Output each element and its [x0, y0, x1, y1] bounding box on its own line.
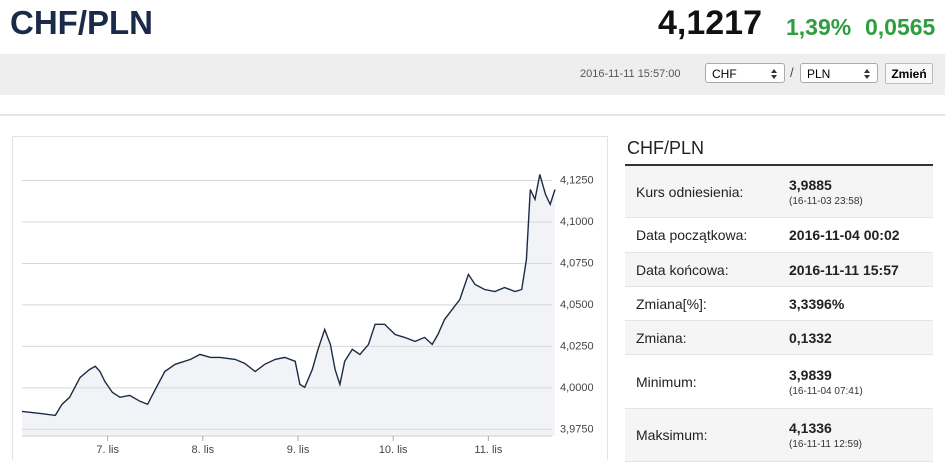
stat-date: (16-11-03 23:58) [789, 195, 863, 207]
pair-title: CHF/PLN [10, 4, 153, 41]
stat-label: Kurs odniesienia: [636, 183, 744, 200]
x-tick-label: 8. lis [192, 444, 215, 456]
stats-row: Zmiana[%]: 3,3396% [625, 287, 933, 321]
x-tick-label: 11. lis [474, 444, 502, 456]
change-pct: 1,39% [786, 14, 852, 40]
stats-table: Kurs odniesienia: 3,9885 (16-11-03 23:58) D… [625, 166, 933, 462]
x-tick-label: 9. lis [287, 444, 310, 456]
y-tick-label: 4,1250 [560, 174, 594, 186]
area-fill [22, 174, 555, 436]
to-select[interactable]: PLN [800, 63, 878, 83]
stats-row: Data początkowa: 2016-11-04 00:02 [625, 218, 933, 253]
stat-label: Zmiana[%]: [636, 295, 707, 312]
from-select[interactable]: CHF [705, 63, 785, 83]
chart-box [12, 136, 608, 460]
stat-label: Data początkowa: [636, 227, 748, 243]
stats-row: Data końcowa: 2016-11-11 15:57 [625, 253, 933, 287]
stat-value: 3,3396% [789, 295, 845, 312]
stat-label: Minimum: [636, 373, 697, 390]
stats-row: Kurs odniesienia: 3,9885 (16-11-03 23:58) [625, 166, 933, 218]
stats-row: Maksimum: 4,1336 (16-11-11 12:59) [625, 409, 933, 462]
stat-label: Maksimum: [636, 427, 708, 443]
y-tick-label: 4,0250 [560, 340, 594, 352]
change-button[interactable]: Zmień [885, 63, 933, 84]
stat-value: 3,9885 [789, 176, 832, 193]
x-tick-label: 10. lis [379, 444, 408, 456]
x-tick-label: 7. lis [96, 444, 119, 456]
y-tick-label: 4,0750 [560, 257, 594, 269]
stat-date: (16-11-04 07:41) [789, 385, 863, 397]
y-tick-label: 4,0500 [560, 299, 594, 311]
stat-date: (16-11-11 12:59) [789, 439, 863, 450]
price: 4,1217 [658, 4, 762, 42]
separator: / [790, 65, 794, 80]
stat-label: Zmiana: [636, 329, 687, 346]
timestamp: 2016-11-11 15:57:00 [580, 68, 681, 80]
table-rule [625, 164, 933, 166]
y-tick-label: 4,1000 [560, 216, 594, 228]
stat-value: 0,1332 [789, 329, 832, 346]
price-line [21, 174, 556, 417]
stats-row: Zmiana: 0,1332 [625, 321, 933, 355]
table-title: CHF/PLN [627, 138, 705, 158]
stat-value: 2016-11-11 15:57 [789, 261, 899, 278]
divider [0, 114, 945, 116]
toolbar [0, 54, 945, 95]
stat-value: 3,9839 [789, 366, 832, 383]
chart: 3,9750 4,0000 4,0250 4,0500 4,0750 4,1000 4,12… [21, 174, 594, 456]
stats-row: Minimum: 3,9839 (16-11-04 07:41) [625, 355, 933, 409]
y-tick-label: 4,0000 [560, 382, 594, 394]
stat-label: Data końcowa: [636, 261, 729, 278]
change: 0,0565 [865, 14, 936, 40]
stat-value: 2016-11-04 00:02 [789, 227, 900, 243]
stat-value: 4,1336 [789, 420, 832, 436]
y-tick-label: 3,9750 [560, 423, 594, 435]
